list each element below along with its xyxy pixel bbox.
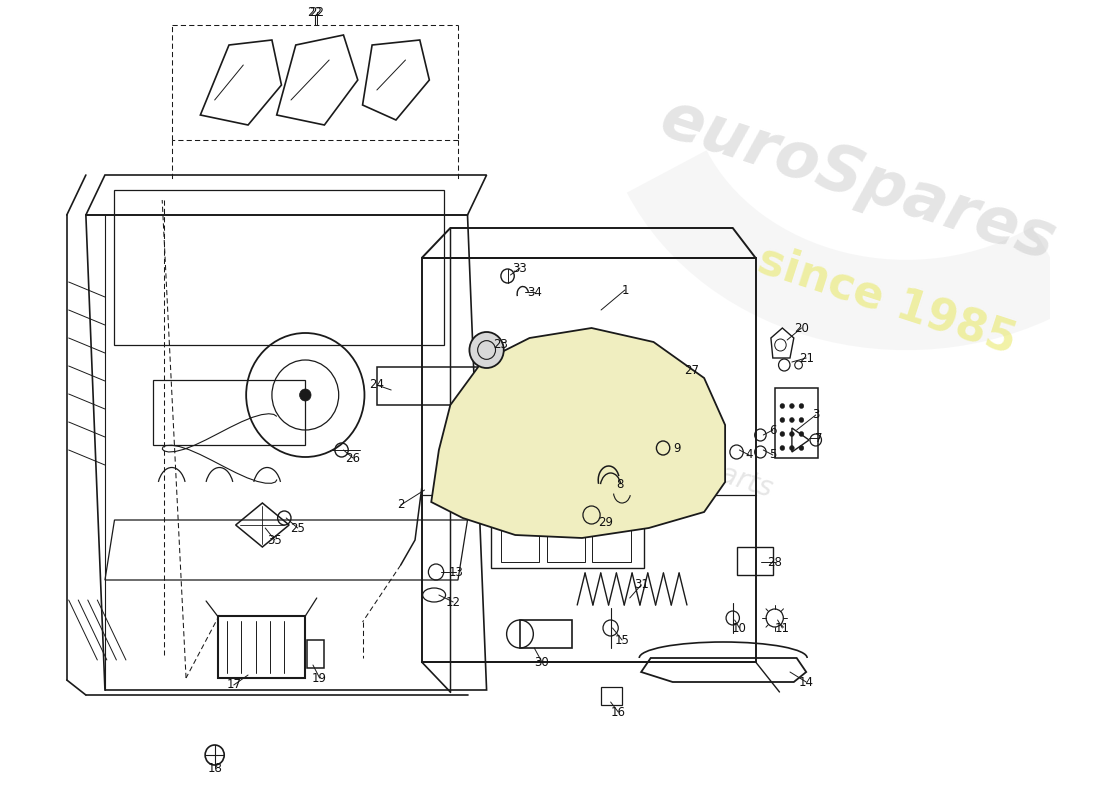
Circle shape (780, 431, 784, 437)
Text: 3: 3 (812, 409, 820, 422)
Circle shape (780, 446, 784, 450)
Text: 13: 13 (449, 566, 463, 578)
Text: 16: 16 (610, 706, 626, 718)
Text: 18: 18 (207, 762, 222, 774)
Text: 10: 10 (732, 622, 747, 634)
Polygon shape (431, 328, 725, 538)
Text: 31: 31 (634, 578, 649, 591)
Text: 20: 20 (794, 322, 808, 334)
Circle shape (299, 389, 311, 401)
Text: 28: 28 (768, 555, 782, 569)
Text: a passion for parts: a passion for parts (521, 397, 777, 503)
Text: 25: 25 (290, 522, 305, 534)
Text: 17: 17 (227, 678, 241, 691)
Circle shape (780, 418, 784, 422)
Circle shape (799, 446, 804, 450)
Circle shape (470, 332, 504, 368)
Text: 29: 29 (598, 515, 614, 529)
Text: 15: 15 (615, 634, 629, 646)
Text: 14: 14 (799, 675, 814, 689)
Text: 24: 24 (370, 378, 384, 391)
Text: 23: 23 (494, 338, 508, 351)
Circle shape (799, 418, 804, 422)
Text: 1: 1 (621, 283, 629, 297)
Text: since 1985: since 1985 (752, 238, 1022, 362)
Text: 11: 11 (774, 622, 790, 634)
Text: 2: 2 (397, 498, 405, 511)
Text: 35: 35 (267, 534, 283, 546)
Text: 7: 7 (815, 431, 823, 445)
Text: 33: 33 (513, 262, 527, 274)
Circle shape (790, 446, 794, 450)
Text: 19: 19 (312, 671, 327, 685)
Text: 9: 9 (673, 442, 681, 454)
Circle shape (790, 431, 794, 437)
Circle shape (790, 418, 794, 422)
Text: 4: 4 (745, 449, 752, 462)
Text: 6: 6 (769, 423, 777, 437)
Text: 22: 22 (309, 6, 324, 18)
Text: 5: 5 (769, 449, 777, 462)
Text: 22: 22 (307, 6, 322, 18)
Text: 26: 26 (345, 451, 361, 465)
Circle shape (780, 403, 784, 409)
Text: 21: 21 (799, 351, 814, 365)
Text: euroSpares: euroSpares (653, 87, 1064, 273)
Circle shape (790, 403, 794, 409)
Text: 12: 12 (446, 595, 461, 609)
Text: 27: 27 (684, 363, 700, 377)
Circle shape (799, 403, 804, 409)
Text: 30: 30 (535, 655, 549, 669)
Text: 8: 8 (616, 478, 624, 491)
Circle shape (799, 431, 804, 437)
Text: 34: 34 (527, 286, 541, 298)
